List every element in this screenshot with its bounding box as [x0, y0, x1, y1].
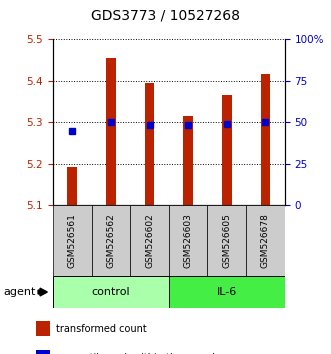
FancyBboxPatch shape [169, 205, 208, 276]
Text: GSM526678: GSM526678 [261, 213, 270, 268]
Text: control: control [92, 287, 130, 297]
Bar [36, 350, 50, 354]
Bar [36, 321, 50, 336]
Text: agent: agent [3, 287, 36, 297]
FancyBboxPatch shape [53, 276, 169, 308]
Text: GSM526602: GSM526602 [145, 213, 154, 268]
Text: percentile rank within the sample: percentile rank within the sample [56, 353, 221, 354]
Bar [68, 167, 77, 205]
FancyBboxPatch shape [246, 205, 285, 276]
Bar [222, 95, 232, 205]
Text: GSM526605: GSM526605 [222, 213, 231, 268]
FancyBboxPatch shape [53, 205, 92, 276]
Text: GSM526603: GSM526603 [184, 213, 193, 268]
Text: GDS3773 / 10527268: GDS3773 / 10527268 [91, 9, 240, 23]
Bar [183, 116, 193, 205]
Bar [106, 58, 116, 205]
Bar [145, 82, 154, 205]
FancyBboxPatch shape [130, 205, 169, 276]
Text: transformed count: transformed count [56, 324, 147, 334]
FancyBboxPatch shape [92, 205, 130, 276]
Text: GSM526561: GSM526561 [68, 213, 77, 268]
Bar [260, 74, 270, 205]
Text: GSM526562: GSM526562 [106, 213, 116, 268]
FancyBboxPatch shape [208, 205, 246, 276]
Text: IL-6: IL-6 [216, 287, 237, 297]
FancyBboxPatch shape [169, 276, 285, 308]
